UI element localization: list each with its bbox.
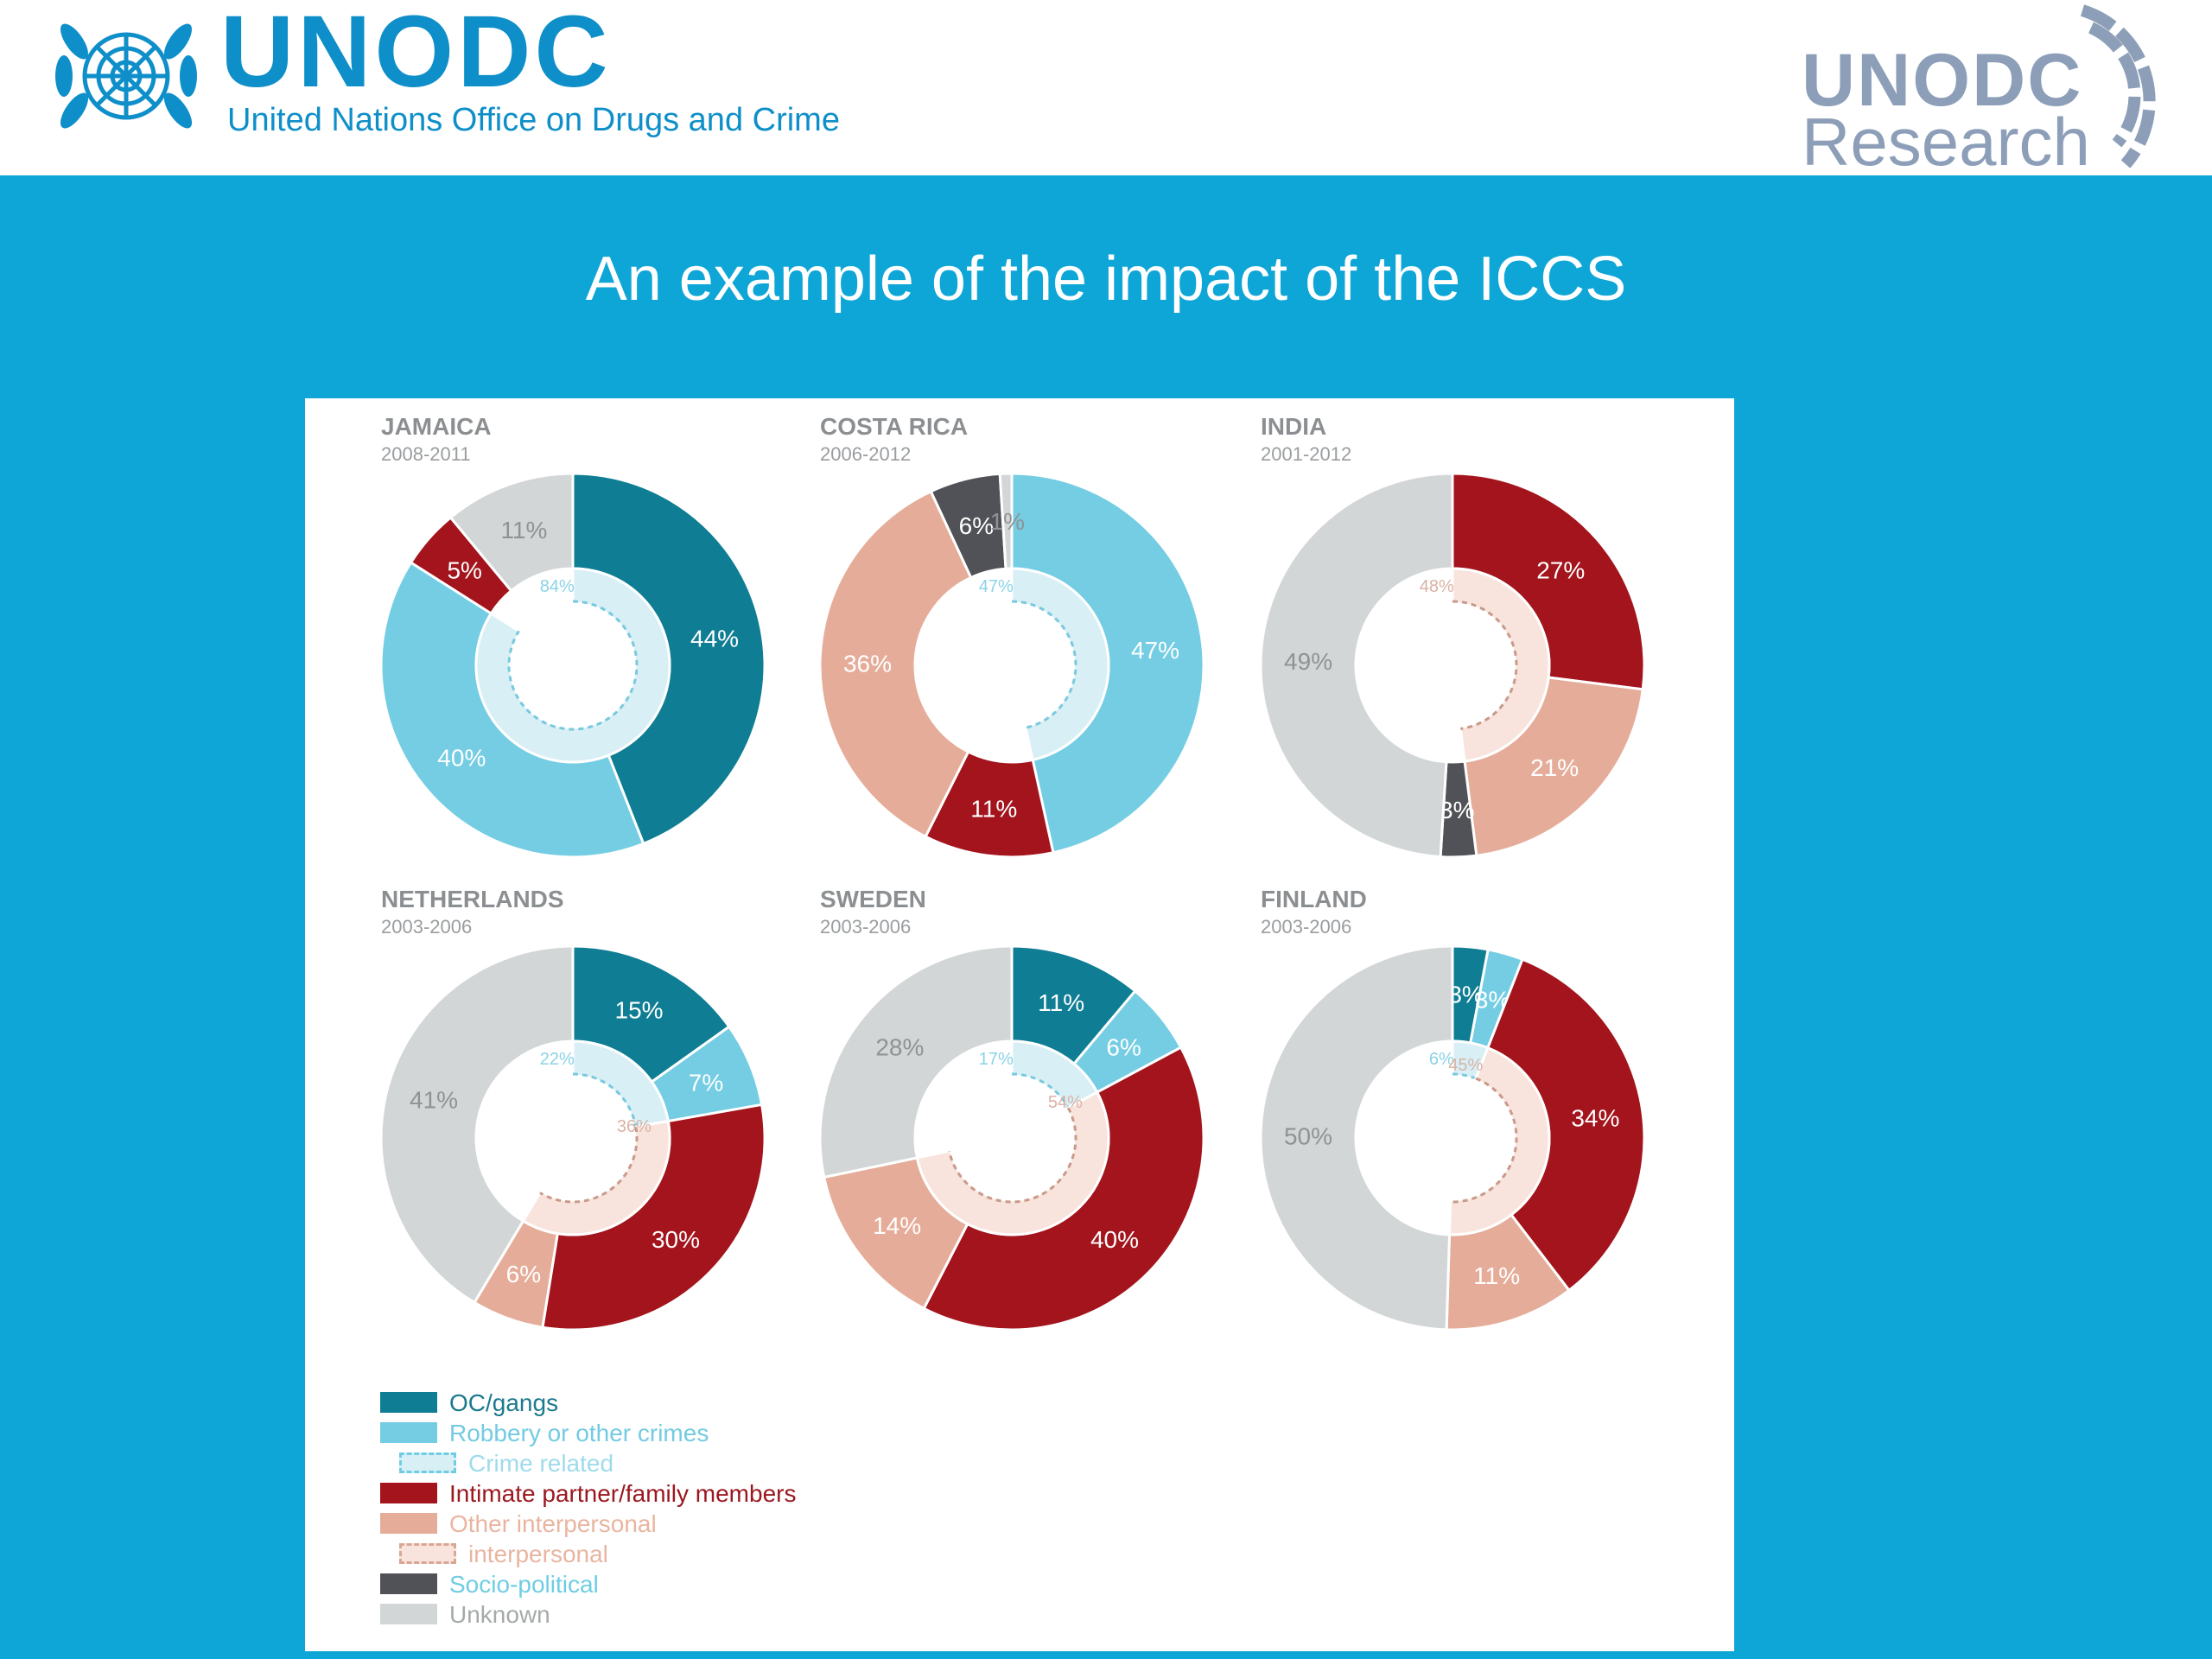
slice-label: 6% — [1106, 1034, 1141, 1061]
donut-jamaica: JAMAICA 2008-2011 44% 40% 5% 11% 84% — [379, 413, 766, 859]
slice-unknown — [1259, 944, 1454, 1332]
brand-subtitle: United Nations Office on Drugs and Crime — [227, 102, 840, 138]
slice-label: 40% — [437, 744, 486, 771]
inner-ring-crime-related — [1010, 567, 1110, 762]
slice-label: 28% — [875, 1034, 924, 1061]
slice-label: 15% — [615, 997, 664, 1024]
slice-label: 6% — [959, 512, 994, 539]
legend-swatch — [380, 1392, 437, 1413]
slice-label: 7% — [689, 1069, 723, 1096]
legend-swatch — [380, 1483, 437, 1503]
inner-ring-label: 22% — [540, 1050, 575, 1069]
inner-ring-dashed-edge — [948, 1107, 1077, 1204]
slice-unknown — [1259, 472, 1454, 859]
inner-ring-label: 17% — [979, 1050, 1014, 1069]
chart-country-title: INDIA — [1261, 413, 1326, 440]
legend-swatch — [399, 1543, 456, 1564]
research-logo-top: UNODC — [1802, 39, 2083, 122]
legend-swatch — [380, 1513, 437, 1534]
slice-label: 30% — [652, 1226, 700, 1253]
chart-country-title: COSTA RICA — [820, 413, 968, 440]
legend-label: Socio-political — [449, 1571, 599, 1598]
inner-ring-dashed-edge — [1011, 1072, 1070, 1109]
slice-label: 11% — [500, 517, 547, 543]
slice-label: 41% — [410, 1086, 458, 1113]
donut-costa-rica: COSTA RICA 2006-2012 47% 11% 36% 6%1% 47% — [818, 413, 1205, 859]
chart-period: 2003-2006 — [820, 916, 911, 938]
slice-unknown — [448, 472, 575, 593]
slice-other-interpersonal — [818, 489, 973, 839]
inner-ring-label: 47% — [979, 577, 1014, 596]
inner-ring-interpersonal — [1451, 567, 1551, 763]
chart-country-title: SWEDEN — [820, 886, 926, 912]
chart-period: 2008-2011 — [381, 443, 471, 465]
inner-ring-label: 54% — [1048, 1093, 1083, 1112]
research-arcs-icon — [2080, 4, 2156, 168]
inner-ring-crime-related — [474, 567, 671, 764]
chart-period: 2003-2006 — [381, 916, 472, 938]
slice-label: 1% — [990, 508, 1025, 535]
chart-period: 2001-2012 — [1261, 443, 1351, 465]
slice-label: 11% — [1473, 1262, 1520, 1289]
inner-ring-label: 36% — [617, 1117, 652, 1136]
slice-label: 36% — [843, 650, 892, 677]
slice-label: 27% — [1536, 557, 1585, 584]
inner-ring-dashed-edge — [1452, 600, 1518, 730]
inner-ring-label: 84% — [540, 577, 575, 596]
slice-label: 6% — [506, 1261, 541, 1287]
chart-period: 2003-2006 — [1261, 916, 1351, 938]
legend-swatch — [380, 1422, 437, 1443]
legend-label: Other interpersonal — [449, 1510, 657, 1537]
slice-label: 21% — [1530, 754, 1579, 781]
legend-label: interpersonal — [468, 1541, 608, 1567]
slice-unknown — [818, 944, 1014, 1179]
slice-label: 14% — [873, 1212, 921, 1239]
slide-title: An example of the impact of the ICCS — [585, 245, 1627, 314]
brand-title: UNODC — [220, 0, 612, 109]
legend-label: Intimate partner/family members — [449, 1480, 797, 1507]
chart-country-title: FINLAND — [1261, 886, 1367, 912]
slice-label: 50% — [1284, 1122, 1332, 1149]
chart-country-title: NETHERLANDS — [381, 886, 564, 912]
research-logo-bottom: Research — [1802, 104, 2090, 180]
donut-sweden: SWEDEN 2003-2006 11% 6% 40% 14% 28% 17% 54% — [818, 886, 1205, 1332]
legend-label: Unknown — [449, 1601, 550, 1628]
legend-label: Crime related — [468, 1450, 614, 1477]
slice-label: 34% — [1571, 1105, 1619, 1132]
legend-swatch — [380, 1573, 437, 1594]
inner-ring-label: 6% — [1429, 1050, 1454, 1069]
chart-country-title: JAMAICA — [381, 413, 492, 440]
slice-label: 5% — [447, 557, 481, 584]
inner-ring-interpersonal — [915, 1090, 1110, 1236]
slice-label: 40% — [1090, 1226, 1139, 1253]
inner-ring-label: 48% — [1420, 577, 1454, 596]
slice-label: 11% — [1038, 989, 1084, 1016]
legend-label: Robbery or other crimes — [449, 1420, 709, 1446]
slice-label: 11% — [970, 796, 1017, 823]
inner-ring-interpersonal — [521, 1119, 671, 1236]
un-emblem-icon — [55, 23, 197, 129]
chart-period: 2006-2012 — [820, 443, 911, 465]
inner-ring-interpersonal — [1447, 1046, 1551, 1236]
legend-label: OC/gangs — [449, 1389, 559, 1416]
slice-label: 44% — [690, 626, 739, 652]
slice-label: 47% — [1131, 637, 1179, 664]
slice-label: 49% — [1284, 648, 1332, 675]
inner-ring-label: 45% — [1448, 1056, 1483, 1075]
legend-swatch — [380, 1604, 437, 1624]
header-bar: UNODC United Nations Office on Drugs and… — [0, 0, 2212, 180]
inner-ring-dashed-edge — [539, 1126, 639, 1204]
legend-swatch — [399, 1452, 456, 1473]
inner-ring-dashed-edge — [507, 600, 639, 731]
inner-ring-dashed-edge — [572, 1072, 638, 1128]
slice-label: 3% — [1440, 797, 1474, 823]
donut-netherlands: NETHERLANDS 2003-2006 15% 7% 30% 6% 41% 22% 36% — [379, 886, 766, 1332]
slice-unknown — [379, 944, 575, 1305]
inner-ring-dashed-edge — [1450, 1077, 1518, 1204]
donut-india: INDIA 2001-2012 27% 21% 3% 49% 48% — [1259, 413, 1646, 859]
